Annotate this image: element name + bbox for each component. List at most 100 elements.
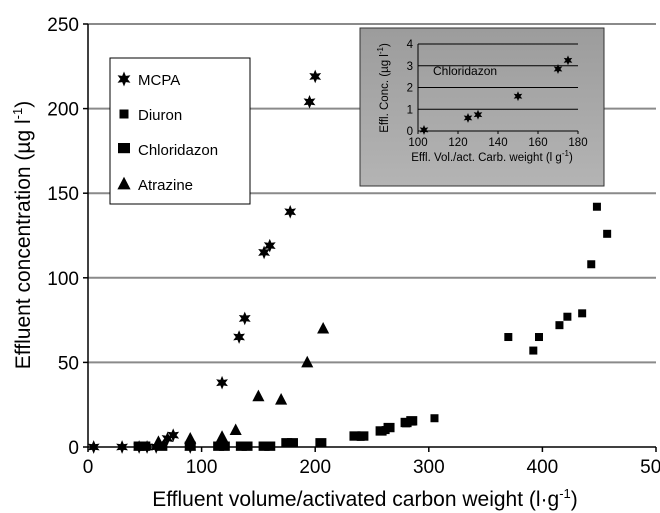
data-point-mcpa <box>233 330 245 344</box>
data-point-chloridazon <box>375 426 387 436</box>
data-point-mcpa <box>258 245 270 260</box>
inset-gridlines <box>418 43 578 110</box>
inset-x-tick-label: 160 <box>528 137 547 149</box>
legend-label-diuron: Diuron <box>138 107 182 124</box>
legend-marker-diuron <box>119 109 129 119</box>
main-x-tick-label: 200 <box>299 457 331 478</box>
data-point-atrazine <box>301 355 314 368</box>
data-point-mcpa <box>216 375 228 390</box>
main-x-tick-label: 300 <box>413 457 445 478</box>
data-point-chloridazon <box>286 438 298 448</box>
data-point-atrazine <box>215 430 229 442</box>
inset-x-tick-label: 140 <box>488 137 507 149</box>
inset-y-tick-label: 1 <box>407 104 413 116</box>
data-point-chloridazon <box>357 431 369 441</box>
data-point-mcpa <box>150 440 163 454</box>
data-point-mcpa <box>87 440 100 454</box>
legend-marker-chloridazon <box>118 143 130 154</box>
data-point-chloridazon <box>281 438 293 448</box>
main-y-tick-label: 50 <box>58 353 79 374</box>
data-point-chloridazon <box>406 416 418 426</box>
data-point-chloridazon <box>400 417 412 428</box>
data-point-chloridazon <box>133 441 145 451</box>
main-y-tick-label: 250 <box>47 15 79 36</box>
data-point-chloridazon <box>184 441 196 451</box>
inset-y-tick-label: 2 <box>407 83 413 95</box>
legend-item-chloridazon: Chloridazon <box>118 142 218 159</box>
data-point-chloridazon <box>264 441 276 451</box>
data-point-diuron <box>563 312 572 321</box>
data-point-atrazine <box>184 431 197 444</box>
data-point-diuron <box>430 414 439 423</box>
main-y-tick-label: 100 <box>47 269 79 290</box>
data-point-chloridazon <box>258 441 270 451</box>
inset-data-point <box>513 91 523 102</box>
inset-data-point <box>473 109 483 120</box>
inset-x-tick-label: 180 <box>568 137 587 149</box>
data-point-chloridazon <box>139 441 151 451</box>
data-point-chloridazon <box>218 441 230 451</box>
main-x-tick-label: 400 <box>527 457 559 478</box>
data-point-mcpa <box>116 440 128 454</box>
inset-x-axis-title: Effl. Vol./act. Carb. weight (l g-1) <box>411 149 573 164</box>
main-x-axis-title: Effluent volume/activated carbon weight … <box>152 486 578 511</box>
legend-marker-atrazine <box>117 176 131 190</box>
inset-data-point <box>553 64 563 74</box>
inset-y-tick-label: 3 <box>407 61 413 73</box>
data-point-atrazine <box>275 393 288 405</box>
inset-chart: 0 1 2 3 4 100 120 140 160 180 Chloridazon Effl. V… <box>359 27 605 187</box>
data-point-mcpa <box>263 238 276 253</box>
data-point-mcpa <box>309 69 322 84</box>
inset-y-axis-title: Effl. Conc. (µg l-1) <box>376 43 391 133</box>
inset-data-point <box>563 55 573 66</box>
data-point-mcpa <box>167 428 180 442</box>
inset-data-point <box>419 124 429 135</box>
data-point-diuron <box>555 321 564 330</box>
main-y-tick-label: 0 <box>68 438 79 459</box>
main-y-axis-title: Effluent concentration (µg l-1) <box>10 101 35 369</box>
legend-box <box>109 57 251 205</box>
legend: MCPA Diuron Chloridazon Atrazine <box>109 57 251 205</box>
inset-background <box>359 27 605 187</box>
data-point-diuron <box>578 309 587 318</box>
data-point-diuron <box>534 333 543 342</box>
data-point-atrazine <box>317 321 330 334</box>
inset-y-tick-label: 4 <box>407 39 414 51</box>
inset-data-points <box>419 55 573 135</box>
data-point-atrazine <box>229 423 242 436</box>
series-diuron <box>356 202 612 441</box>
data-point-diuron <box>529 346 538 355</box>
main-x-tick-label: 100 <box>186 457 218 478</box>
main-x-tick-label: 0 <box>83 457 94 478</box>
main-y-tick-label: 150 <box>47 184 79 205</box>
inset-tick-labels: 0 1 2 3 4 100 120 140 160 180 <box>407 39 588 149</box>
data-point-chloridazon <box>213 441 225 451</box>
inset-title: Chloridazon <box>433 64 497 78</box>
legend-item-mcpa: MCPA <box>117 71 180 89</box>
legend-marker-mcpa <box>117 71 131 87</box>
inset-y-tick-label: 0 <box>407 126 413 138</box>
data-point-mcpa <box>284 204 297 219</box>
inset-x-tick-label: 100 <box>408 137 427 149</box>
data-point-diuron <box>587 260 596 269</box>
inset-x-tick-label: 120 <box>448 137 467 149</box>
data-point-mcpa <box>303 95 316 109</box>
data-point-atrazine <box>152 435 165 447</box>
data-point-mcpa <box>238 311 251 326</box>
inset-data-point <box>463 112 473 123</box>
data-point-diuron <box>504 333 513 342</box>
legend-label-mcpa: MCPA <box>138 72 180 89</box>
data-point-mcpa <box>161 431 174 446</box>
legend-item-diuron: Diuron <box>119 107 182 124</box>
data-point-diuron <box>592 202 601 211</box>
legend-label-chloridazon: Chloridazon <box>138 142 218 159</box>
legend-label-atrazine: Atrazine <box>138 177 193 194</box>
series-chloridazon <box>133 416 418 451</box>
data-point-chloridazon <box>315 438 327 448</box>
data-point-chloridazon <box>383 422 395 433</box>
main-tick-labels: 0501001502002500100200300400500 <box>47 15 660 478</box>
main-data-points <box>87 69 612 454</box>
data-point-atrazine <box>252 389 265 402</box>
data-point-diuron <box>603 229 612 238</box>
